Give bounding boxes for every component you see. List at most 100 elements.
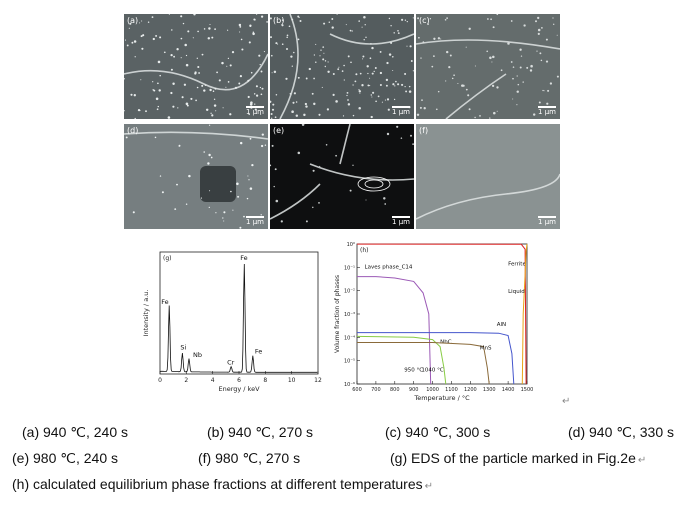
precipitate-dot bbox=[461, 84, 464, 87]
precipitate-dot bbox=[404, 19, 407, 21]
precipitate-dot bbox=[258, 54, 261, 57]
scale-bar-f: 1 μm bbox=[538, 218, 556, 226]
precipitate-dot bbox=[211, 36, 214, 39]
precipitate-dot bbox=[259, 63, 261, 66]
precipitate-dot bbox=[433, 37, 436, 40]
precipitate-dot bbox=[322, 58, 325, 61]
precipitate-dot bbox=[137, 108, 141, 112]
micrograph-texture-c bbox=[416, 14, 560, 119]
precipitate-dot bbox=[437, 37, 441, 40]
precipitate-dot bbox=[247, 175, 249, 177]
precipitate-dot bbox=[222, 107, 224, 109]
x-tick-label: 600 bbox=[352, 387, 362, 393]
precipitate-dot bbox=[208, 153, 211, 157]
precipitate-dot bbox=[325, 144, 328, 146]
precipitate-dot bbox=[384, 99, 386, 101]
precipitate-dot bbox=[230, 190, 232, 193]
precipitate-dot bbox=[519, 66, 522, 69]
precipitate-dot bbox=[493, 111, 496, 115]
precipitate-dot bbox=[546, 102, 549, 105]
x-tick-label: 0 bbox=[158, 377, 162, 384]
precipitate-dot bbox=[523, 24, 526, 27]
precipitate-dot bbox=[416, 113, 420, 117]
precipitate-dot bbox=[301, 124, 305, 126]
x-tick-label: 1100 bbox=[445, 387, 458, 393]
x-tick-label: 700 bbox=[371, 387, 381, 393]
precipitate-dot bbox=[397, 30, 399, 32]
precipitate-dot bbox=[171, 29, 173, 31]
panel-label-d: (d) bbox=[127, 126, 139, 135]
precipitate-dot bbox=[291, 110, 294, 113]
precipitate-dot bbox=[406, 45, 408, 47]
precipitate-dot bbox=[208, 206, 210, 209]
precipitate-dot bbox=[297, 151, 301, 155]
precipitate-dot bbox=[259, 86, 262, 89]
precipitate-dot bbox=[553, 23, 555, 25]
precipitate-dot bbox=[227, 81, 230, 83]
precipitate-dot bbox=[545, 38, 548, 41]
y-tick-label: 10⁻³ bbox=[344, 312, 355, 318]
precipitate-dot bbox=[369, 57, 372, 60]
precipitate-dot bbox=[181, 96, 184, 99]
precipitate-dot bbox=[270, 164, 272, 167]
precipitate-dot bbox=[409, 45, 412, 48]
precipitate-dot bbox=[346, 94, 348, 97]
precipitate-dot bbox=[209, 23, 211, 26]
precipitate-dot bbox=[327, 61, 329, 63]
precipitate-dot bbox=[507, 42, 510, 45]
precipitate-dot bbox=[435, 108, 438, 111]
precipitate-dot bbox=[229, 113, 232, 116]
precipitate-dot bbox=[371, 96, 373, 98]
grain-boundary bbox=[124, 131, 268, 140]
precipitate-dot bbox=[229, 64, 232, 67]
precipitate-dot bbox=[239, 141, 243, 145]
dark-region bbox=[200, 166, 236, 202]
precipitate-dot bbox=[349, 29, 352, 32]
precipitate-dot bbox=[537, 28, 541, 32]
precipitate-dot bbox=[332, 72, 335, 76]
y-tick-label: 10⁻¹ bbox=[344, 265, 355, 271]
precipitate-dot bbox=[536, 50, 538, 52]
precipitate-dot bbox=[492, 26, 495, 29]
precipitate-dot bbox=[211, 114, 214, 117]
caption-c: (c) 940 ℃, 300 s bbox=[385, 424, 491, 440]
precipitate-dot bbox=[358, 107, 361, 110]
precipitate-dot bbox=[140, 79, 142, 81]
precipitate-dot bbox=[249, 187, 253, 190]
precipitate-dot bbox=[370, 115, 373, 119]
precipitate-dot bbox=[157, 105, 159, 108]
precipitate-dot bbox=[213, 104, 217, 107]
precipitate-dot bbox=[327, 70, 330, 73]
precipitate-dot bbox=[250, 71, 253, 74]
precipitate-dot bbox=[388, 17, 391, 20]
precipitate-dot bbox=[204, 84, 207, 87]
precipitate-dot bbox=[324, 60, 327, 62]
precipitate-dot bbox=[157, 60, 161, 64]
micrograph-texture-e bbox=[270, 124, 414, 223]
precipitate-dot bbox=[358, 90, 362, 93]
scale-bar-c: 1 μm bbox=[538, 108, 556, 116]
precipitate-dot bbox=[390, 25, 392, 27]
return-mark-chart: ↵ bbox=[562, 396, 571, 407]
precipitate-dot bbox=[185, 63, 189, 67]
precipitate-dot bbox=[132, 211, 135, 214]
grain-boundary bbox=[270, 183, 321, 220]
precipitate-dot bbox=[172, 105, 175, 108]
panel-label-e: (e) bbox=[273, 126, 285, 135]
scale-bar-e: 1 μm bbox=[392, 218, 410, 226]
caption-a: (a) 940 ℃, 240 s bbox=[22, 424, 128, 440]
precipitate-dot bbox=[418, 36, 420, 39]
precipitate-dot bbox=[393, 98, 396, 101]
precipitate-dot bbox=[371, 46, 374, 50]
precipitate-dot bbox=[496, 14, 499, 16]
precipitate-dot bbox=[124, 109, 125, 112]
precipitate-dot bbox=[241, 48, 244, 51]
precipitate-dot bbox=[305, 220, 308, 223]
precipitate-dot bbox=[392, 70, 394, 71]
y-tick-label: 10⁻⁶ bbox=[344, 382, 355, 388]
precipitate-dot bbox=[516, 90, 519, 93]
precipitate-dot bbox=[358, 89, 360, 91]
series-label: Liquid bbox=[508, 289, 525, 295]
precipitate-dot bbox=[239, 75, 242, 78]
x-tick-label: 4 bbox=[211, 377, 215, 384]
